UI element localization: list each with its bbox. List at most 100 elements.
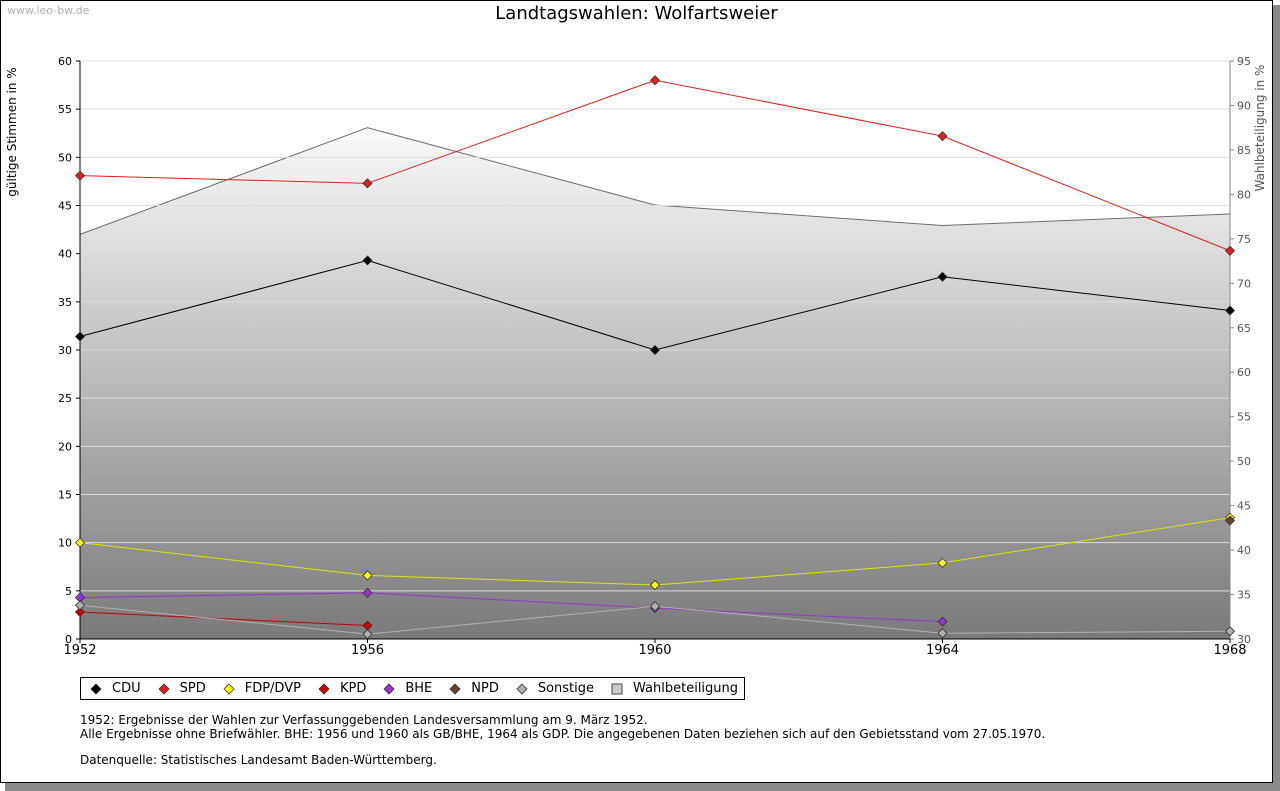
y-tick-label: 50 (58, 151, 72, 164)
y-tick-label: 20 (58, 440, 72, 453)
legend-square-icon (611, 683, 623, 694)
legend-label: FDP/DVP (244, 681, 301, 696)
footnote-general: Alle Ergebnisse ohne Briefwähler. BHE: 1… (80, 727, 1046, 741)
y2-tick-label: 80 (1237, 188, 1251, 201)
data-point-spd (74, 170, 86, 181)
legend-swatch (611, 683, 623, 694)
legend-item-spd: SPD (157, 681, 206, 696)
legend-label: KPD (339, 681, 367, 696)
frame-shadow-right (1273, 5, 1280, 791)
legend-diamond-icon (449, 682, 461, 695)
legend-diamond-icon (318, 682, 330, 695)
y2-tick-label: 70 (1237, 277, 1251, 290)
y-tick-label: 30 (58, 344, 72, 357)
legend-swatch (516, 682, 528, 695)
legend-diamond-icon (158, 682, 170, 695)
y2-tick-label: 55 (1237, 411, 1251, 424)
data-point-spd (362, 178, 373, 189)
y2-tick-label: 60 (1237, 366, 1251, 379)
legend-label: CDU (112, 681, 141, 696)
y2-axis-label: Wahlbeteiligung in % (1253, 65, 1267, 192)
series-line-bhe (79, 592, 943, 623)
data-point-fdp-dvp (74, 537, 86, 548)
y-tick-label: 60 (58, 55, 72, 68)
legend-swatch (223, 682, 235, 695)
legend-label: SPD (179, 681, 206, 696)
x-tick-label: 1956 (351, 643, 384, 658)
legend-diamond-icon (383, 682, 395, 695)
chart-title: Landtagswahlen: Wolfartsweier (495, 3, 778, 24)
y-tick-label: 5 (65, 585, 72, 598)
data-point-cdu (937, 271, 948, 282)
legend-item-cdu: CDU (89, 681, 141, 696)
x-tick-label: 1960 (638, 643, 671, 658)
x-tick-label: 1968 (1213, 643, 1246, 658)
legend-diamond-icon (90, 682, 102, 695)
y2-tick-label: 95 (1237, 55, 1251, 68)
y2-tick-label: 75 (1237, 233, 1251, 246)
y2-tick-label: 90 (1237, 99, 1251, 112)
y-tick-label: 45 (58, 200, 72, 213)
y2-tick-label: 85 (1237, 144, 1251, 157)
x-tick-label: 1952 (63, 643, 96, 658)
data-point-cdu (74, 331, 86, 342)
y2-tick-label: 45 (1237, 500, 1251, 513)
data-point-cdu (1224, 305, 1236, 316)
legend-item-npd: NPD (448, 681, 499, 696)
y2-tick-label: 35 (1237, 589, 1251, 602)
data-point-sonstige (1224, 626, 1236, 637)
legend-swatch (318, 682, 330, 695)
y2-tick-label: 50 (1237, 455, 1251, 468)
data-point-fdp-dvp (649, 579, 661, 591)
data-source: Datenquelle: Statistisches Landesamt Bad… (80, 753, 437, 767)
data-point-sonstige (74, 600, 86, 611)
y2-tick-label: 30 (1237, 633, 1251, 646)
legend-item-fdp-dvp: FDP/DVP (222, 681, 301, 696)
legend: CDU SPD FDP/DVP KPD BHE NPD Sonstige Wahlbeteil… (80, 677, 746, 700)
data-point-sonstige (649, 601, 661, 612)
y-tick-label: 0 (65, 633, 72, 646)
data-point-fdp-dvp (362, 570, 373, 581)
footnotes: 1952: Ergebnisse der Wahlen zur Verfassu… (80, 713, 1045, 767)
y-tick-label: 40 (58, 248, 72, 261)
legend-swatch (158, 682, 170, 695)
legend-label: Sonstige (537, 681, 595, 696)
series-points-layer (74, 75, 1236, 640)
data-point-cdu (649, 344, 661, 356)
legend-item-bhe: BHE (382, 681, 432, 696)
y-tick-label: 15 (58, 489, 72, 502)
data-point-spd (649, 75, 661, 86)
legend-item-sonstige: Sonstige (515, 681, 594, 696)
y-tick-label: 25 (58, 392, 72, 405)
y-tick-label: 10 (58, 537, 72, 550)
watermark: www.leo-bw.de (7, 4, 90, 17)
data-point-sonstige (362, 629, 373, 640)
y-tick-label: 35 (58, 296, 72, 309)
data-point-sonstige (937, 628, 948, 639)
data-point-kpd (74, 606, 86, 618)
data-point-spd (937, 131, 948, 142)
data-point-fdp-dvp (937, 557, 948, 568)
legend-swatch (90, 682, 102, 695)
data-point-npd (1224, 515, 1236, 526)
legend-label: Wahlbeteiligung (633, 681, 739, 696)
legend-swatch (449, 682, 461, 695)
data-point-cdu (362, 255, 373, 266)
legend-item-kpd: KPD (317, 681, 366, 696)
legend-diamond-icon (223, 682, 235, 695)
data-point-bhe (362, 587, 373, 598)
y-tick-label: 55 (58, 103, 72, 116)
legend-label: NPD (471, 681, 499, 696)
x-tick-label: 1964 (926, 643, 959, 658)
legend-diamond-icon (516, 682, 528, 695)
y-axis-label: gültige Stimmen in % (5, 67, 19, 196)
frame-shadow-bottom (5, 783, 1280, 791)
y2-tick-label: 65 (1237, 322, 1251, 335)
grid-layer (80, 60, 1230, 592)
legend-item-wahlbeteiligung: Wahlbeteiligung (610, 681, 738, 696)
y2-tick-label: 40 (1237, 544, 1251, 557)
footnote-1952: 1952: Ergebnisse der Wahlen zur Verfassu… (80, 713, 648, 727)
series-line-kpd (79, 611, 368, 627)
legend-swatch (383, 682, 395, 695)
line-chart: 0 5 10 15 20 25 30 35 40 45 50 55 60 30 35 40 45 50 55 60 65… (5, 55, 1267, 658)
